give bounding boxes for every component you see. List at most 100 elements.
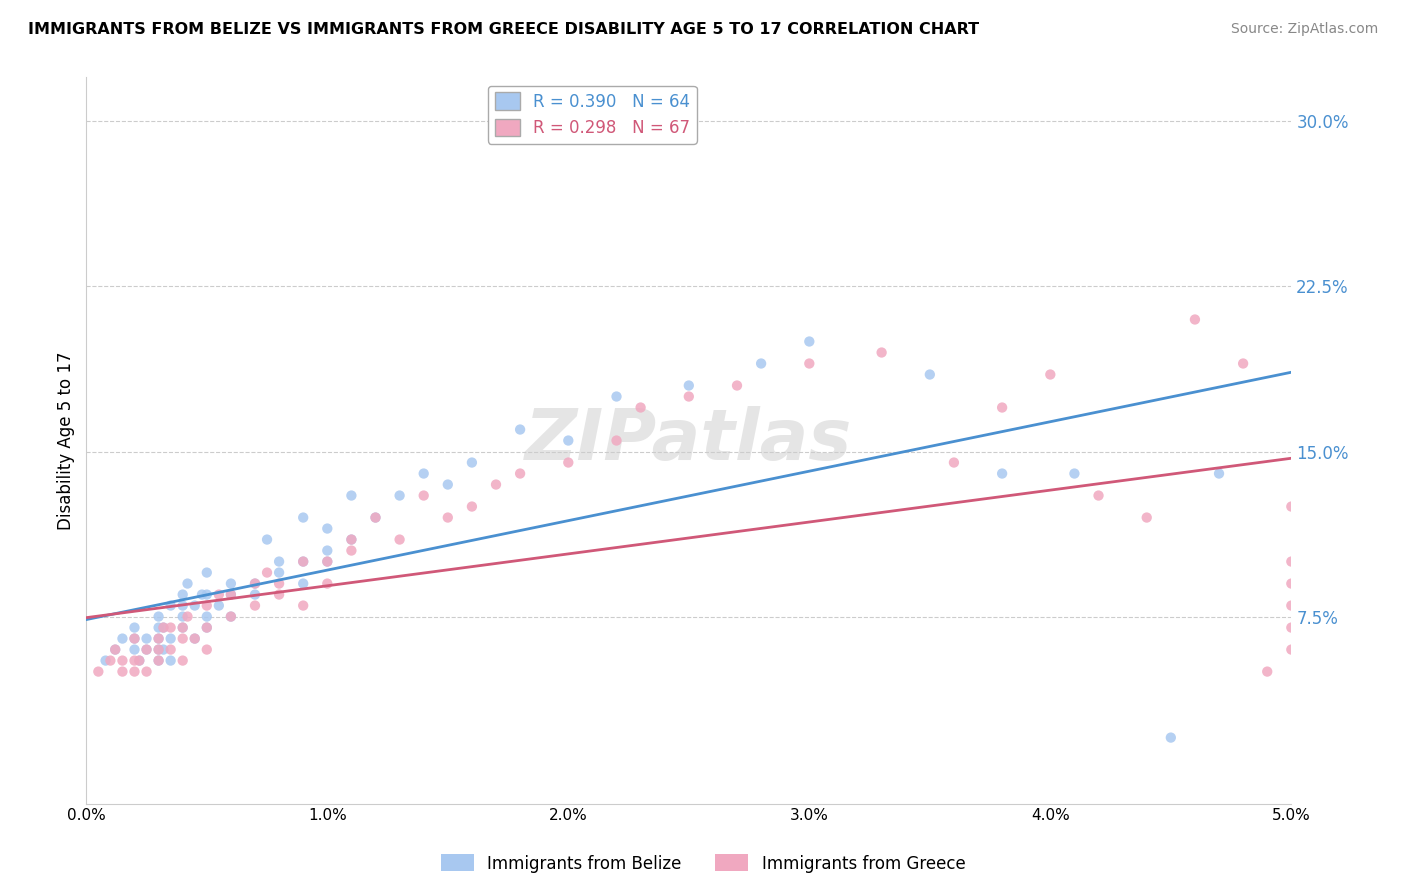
Point	[243, 576, 266, 591]
Point	[172, 632, 194, 646]
Point	[124, 654, 146, 668]
Point	[436, 510, 458, 524]
Point	[135, 642, 157, 657]
Point	[316, 543, 339, 558]
Point	[292, 555, 315, 569]
Point	[172, 599, 194, 613]
Point	[678, 390, 700, 404]
Point	[292, 555, 315, 569]
Point	[388, 489, 411, 503]
Point	[1279, 599, 1302, 613]
Point	[269, 566, 291, 580]
Point	[172, 654, 194, 668]
Point	[243, 588, 266, 602]
Legend: R = 0.390   N = 64, R = 0.298   N = 67: R = 0.390 N = 64, R = 0.298 N = 67	[488, 86, 697, 144]
Point	[159, 632, 181, 646]
Point	[172, 588, 194, 602]
Point	[184, 632, 207, 646]
Point	[111, 665, 134, 679]
Point	[135, 632, 157, 646]
Point	[1279, 642, 1302, 657]
Point	[1184, 312, 1206, 326]
Point	[191, 588, 214, 602]
Point	[195, 588, 218, 602]
Point	[364, 510, 387, 524]
Point	[509, 467, 531, 481]
Point	[124, 632, 146, 646]
Text: IMMIGRANTS FROM BELIZE VS IMMIGRANTS FROM GREECE DISABILITY AGE 5 TO 17 CORRELAT: IMMIGRANTS FROM BELIZE VS IMMIGRANTS FRO…	[28, 22, 979, 37]
Point	[195, 609, 218, 624]
Point	[942, 456, 965, 470]
Point	[148, 609, 170, 624]
Point	[340, 543, 363, 558]
Point	[316, 522, 339, 536]
Point	[1063, 467, 1085, 481]
Point	[152, 621, 174, 635]
Point	[412, 489, 434, 503]
Point	[870, 345, 893, 359]
Point	[316, 555, 339, 569]
Point	[94, 654, 117, 668]
Point	[316, 555, 339, 569]
Text: Source: ZipAtlas.com: Source: ZipAtlas.com	[1230, 22, 1378, 37]
Point	[461, 500, 484, 514]
Point	[749, 357, 772, 371]
Point	[124, 665, 146, 679]
Point	[1279, 555, 1302, 569]
Point	[509, 423, 531, 437]
Point	[557, 434, 579, 448]
Point	[269, 588, 291, 602]
Point	[269, 555, 291, 569]
Point	[148, 642, 170, 657]
Point	[1136, 510, 1159, 524]
Point	[176, 609, 198, 624]
Point	[678, 378, 700, 392]
Point	[148, 632, 170, 646]
Point	[195, 599, 218, 613]
Point	[1039, 368, 1062, 382]
Point	[148, 632, 170, 646]
Point	[195, 566, 218, 580]
Point	[799, 357, 821, 371]
Point	[1160, 731, 1182, 745]
Point	[148, 654, 170, 668]
Point	[991, 401, 1014, 415]
Point	[111, 632, 134, 646]
Point	[219, 588, 242, 602]
Text: ZIPatlas: ZIPatlas	[524, 406, 852, 475]
Point	[87, 665, 110, 679]
Point	[219, 609, 242, 624]
Point	[124, 632, 146, 646]
Point	[135, 642, 157, 657]
Point	[159, 642, 181, 657]
Point	[184, 599, 207, 613]
Point	[219, 609, 242, 624]
Point	[1279, 576, 1302, 591]
Point	[436, 477, 458, 491]
Point	[104, 642, 127, 657]
Point	[630, 401, 652, 415]
Point	[316, 576, 339, 591]
Point	[219, 588, 242, 602]
Point	[128, 654, 150, 668]
Point	[152, 642, 174, 657]
Point	[461, 456, 484, 470]
Point	[1232, 357, 1254, 371]
Point	[243, 599, 266, 613]
Point	[243, 576, 266, 591]
Point	[100, 654, 122, 668]
Point	[184, 632, 207, 646]
Point	[340, 489, 363, 503]
Point	[256, 533, 278, 547]
Point	[991, 467, 1014, 481]
Point	[1279, 621, 1302, 635]
Point	[148, 654, 170, 668]
Point	[208, 588, 231, 602]
Point	[172, 621, 194, 635]
Point	[135, 665, 157, 679]
Point	[1208, 467, 1230, 481]
Point	[111, 654, 134, 668]
Point	[148, 621, 170, 635]
Point	[1279, 500, 1302, 514]
Point	[195, 621, 218, 635]
